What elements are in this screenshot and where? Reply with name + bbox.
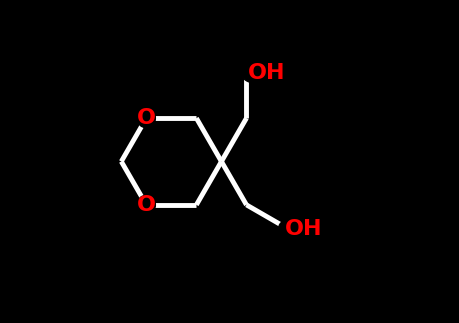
Text: O: O — [137, 195, 156, 215]
Text: OH: OH — [248, 63, 285, 83]
Text: OH: OH — [285, 219, 322, 239]
Text: O: O — [137, 108, 156, 128]
Ellipse shape — [137, 195, 156, 214]
Ellipse shape — [137, 109, 156, 128]
Ellipse shape — [242, 65, 269, 83]
Ellipse shape — [279, 219, 306, 237]
